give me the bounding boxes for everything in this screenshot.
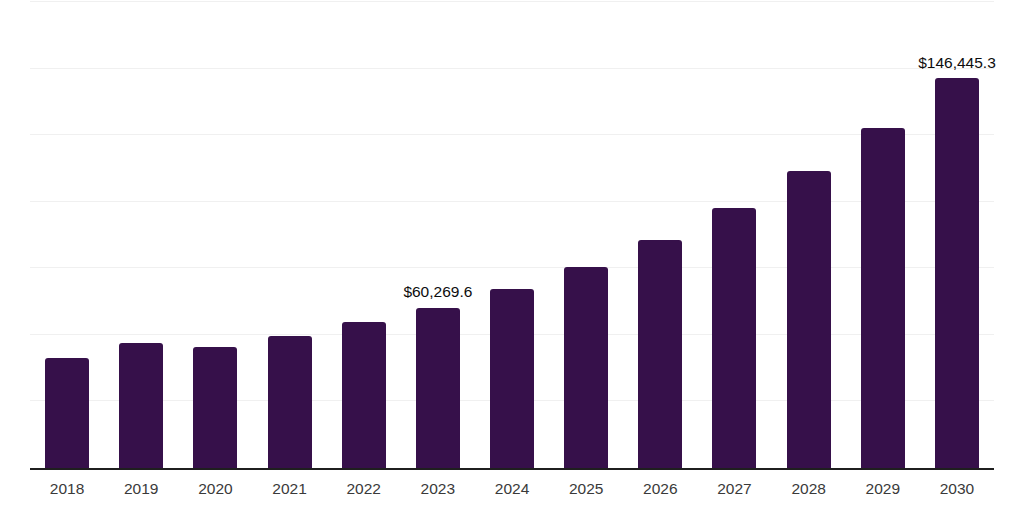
bar-2025 xyxy=(564,267,608,468)
bar-column-2026 xyxy=(623,2,697,468)
data-label-2023: $60,269.6 xyxy=(403,284,472,300)
bar-2024 xyxy=(490,289,534,468)
x-axis-label-2020: 2020 xyxy=(178,480,252,499)
x-axis-label-2027: 2027 xyxy=(697,480,771,499)
bars: $60,269.6 $146,445.3 xyxy=(30,2,994,468)
bar-chart: $60,269.6 $146,445.3 20182019202020212022… xyxy=(0,0,1024,512)
plot-area: $60,269.6 $146,445.3 xyxy=(30,2,994,470)
x-axis-label-2019: 2019 xyxy=(104,480,178,499)
bar-2019 xyxy=(119,343,163,468)
bar-column-2019 xyxy=(104,2,178,468)
bar-2028 xyxy=(787,171,831,468)
bar-2018 xyxy=(45,358,89,468)
bar-column-2027 xyxy=(697,2,771,468)
x-axis-label-2021: 2021 xyxy=(252,480,326,499)
x-axis-label-2029: 2029 xyxy=(846,480,920,499)
x-axis-label-2028: 2028 xyxy=(772,480,846,499)
bar-column-2029 xyxy=(846,2,920,468)
bar-2026 xyxy=(638,240,682,468)
x-axis-labels: 2018201920202021202220232024202520262027… xyxy=(30,480,994,499)
bar-2029 xyxy=(861,128,905,468)
x-axis-label-2024: 2024 xyxy=(475,480,549,499)
x-axis-label-2025: 2025 xyxy=(549,480,623,499)
x-axis-label-2022: 2022 xyxy=(327,480,401,499)
bar-column-2021 xyxy=(252,2,326,468)
bar-column-2030: $146,445.3 xyxy=(920,2,994,468)
bar-column-2022 xyxy=(327,2,401,468)
bar-2030 xyxy=(935,78,979,468)
x-axis-label-2018: 2018 xyxy=(30,480,104,499)
x-axis-label-2026: 2026 xyxy=(623,480,697,499)
bar-column-2020 xyxy=(178,2,252,468)
bar-column-2023: $60,269.6 xyxy=(401,2,475,468)
data-label-2030: $146,445.3 xyxy=(918,55,996,71)
bar-column-2025 xyxy=(549,2,623,468)
bar-2022 xyxy=(342,322,386,468)
x-axis-label-2023: 2023 xyxy=(401,480,475,499)
bar-2020 xyxy=(193,347,237,468)
bar-column-2024 xyxy=(475,2,549,468)
bar-2023 xyxy=(416,308,460,468)
bar-2021 xyxy=(268,336,312,468)
x-axis-label-2030: 2030 xyxy=(920,480,994,499)
bar-column-2028 xyxy=(772,2,846,468)
bar-2027 xyxy=(712,208,756,468)
bar-column-2018 xyxy=(30,2,104,468)
